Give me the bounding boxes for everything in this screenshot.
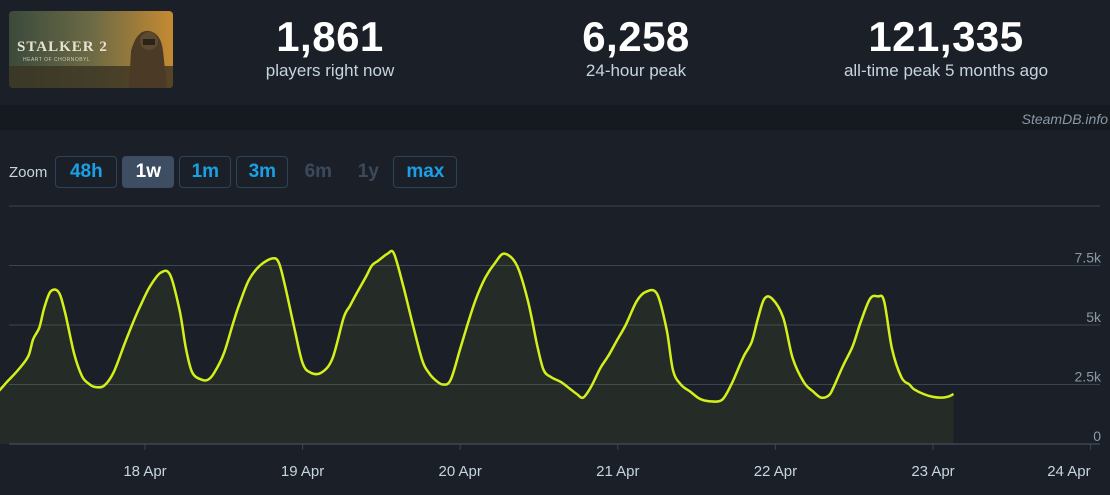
game-cover-art: STALKER 2 HEART OF CHORNOBYL xyxy=(9,11,173,88)
divider-band xyxy=(0,105,1110,130)
y-tick-label: 5k xyxy=(1086,309,1102,325)
24h-peak-value: 6,258 xyxy=(582,13,690,60)
x-tick-label: 22 Apr xyxy=(754,463,797,480)
stats-bar: STALKER 2 HEART OF CHORNOBYL 1,861 playe… xyxy=(0,0,1110,105)
zoom-max-button[interactable]: max xyxy=(393,156,458,188)
x-tick-label: 23 Apr xyxy=(911,463,954,480)
zoom-6m-button: 6m xyxy=(293,156,344,188)
zoom-1y-button: 1y xyxy=(348,156,389,188)
y-tick-label: 2.5k xyxy=(1075,369,1102,385)
stat-current-players: 1,861 players right now xyxy=(230,14,430,81)
logo-text: STALKER 2 xyxy=(17,39,108,55)
series-line[interactable] xyxy=(0,249,955,403)
stat-all-time-peak: 121,335 all-time peak 5 months ago xyxy=(815,14,1077,81)
zoom-controls: Zoom 48h 1w 1m 3m 6m 1y max xyxy=(9,155,462,189)
all-time-peak-value: 121,335 xyxy=(868,13,1024,60)
y-tick-label: 7.5k xyxy=(1075,250,1102,266)
24h-peak-label: 24-hour peak xyxy=(585,61,687,80)
zoom-1w-button[interactable]: 1w xyxy=(122,156,175,188)
player-chart[interactable]: 0 2.5k 5k 7.5k 18 Apr 19 Apr 20 Apr 21 Apr 22 Ap… xyxy=(0,130,1110,495)
current-players-label: players right now xyxy=(265,61,395,80)
x-tick-label: 18 Apr xyxy=(123,463,166,480)
stat-24h-peak: 6,258 24-hour peak xyxy=(536,14,736,81)
current-players-value: 1,861 xyxy=(276,13,384,60)
logo-subtitle: HEART OF CHORNOBYL xyxy=(23,57,90,63)
x-tick-label: 21 Apr xyxy=(596,463,639,480)
series-area xyxy=(0,250,954,444)
zoom-1m-button[interactable]: 1m xyxy=(179,156,232,188)
zoom-buttons: 48h 1w 1m 3m 6m 1y max xyxy=(55,156,462,188)
chart-area: 0 2.5k 5k 7.5k 18 Apr 19 Apr 20 Apr 21 Apr 22 Ap… xyxy=(0,130,1110,495)
y-tick-label: 0 xyxy=(1093,428,1101,444)
x-tick-label: 20 Apr xyxy=(439,463,482,480)
game-thumbnail[interactable]: STALKER 2 HEART OF CHORNOBYL xyxy=(9,11,173,88)
zoom-label: Zoom xyxy=(9,163,48,181)
all-time-peak-label: all-time peak 5 months ago xyxy=(843,61,1049,80)
zoom-3m-button[interactable]: 3m xyxy=(236,156,289,188)
zoom-48h-button[interactable]: 48h xyxy=(55,156,118,188)
x-tick-label: 19 Apr xyxy=(281,463,324,480)
steamdb-credit[interactable]: SteamDB.info xyxy=(1021,111,1108,127)
x-tick-label: 24 Apr xyxy=(1047,463,1090,480)
